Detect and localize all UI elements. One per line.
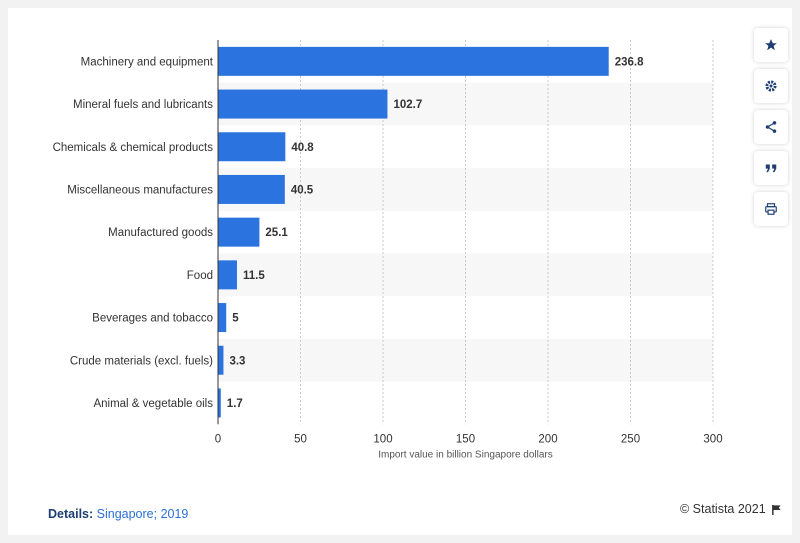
cite-button[interactable] (754, 151, 788, 185)
details-label: Details: (48, 507, 94, 521)
value-label: 3.3 (229, 355, 245, 367)
settings-button[interactable] (754, 69, 788, 103)
toolbar (754, 28, 790, 226)
category-label: Food (187, 270, 213, 282)
value-label: 25.1 (265, 227, 288, 239)
star-icon (765, 39, 777, 51)
bar-chart: Machinery and equipment 236.8 Mineral fuel… (53, 40, 723, 460)
category-label: Miscellaneous manufactures (67, 184, 213, 196)
flag-icon (771, 504, 781, 515)
x-tick-label: 250 (621, 433, 640, 445)
x-tick-label: 0 (215, 433, 221, 445)
category-label: Crude materials (excl. fuels) (70, 355, 213, 367)
bar (218, 132, 286, 162)
bar (218, 303, 227, 333)
details-text: Singapore; 2019 (93, 507, 189, 521)
share-icon (765, 121, 777, 133)
share-button[interactable] (754, 110, 788, 144)
x-tick-label: 300 (703, 433, 722, 445)
copyright-text: © Statista 2021 (680, 502, 766, 516)
chart-card: Machinery and equipment 236.8 Mineral fuel… (8, 8, 792, 535)
print-button[interactable] (754, 192, 788, 226)
bar (218, 174, 285, 204)
bar (218, 388, 221, 418)
x-axis-title: Import value in billion Singapore dollar… (378, 449, 553, 460)
category-label: Chemicals & chemical products (53, 142, 214, 154)
x-tick-label: 50 (294, 433, 307, 445)
bar (218, 345, 224, 375)
details-note[interactable]: Details: Singapore; 2019 (48, 507, 188, 521)
value-label: 5 (232, 313, 239, 325)
value-label: 40.5 (291, 184, 314, 196)
bar (218, 260, 237, 290)
copyright[interactable]: © Statista 2021 (680, 502, 782, 516)
category-label: Mineral fuels and lubricants (73, 99, 213, 111)
category-label: Beverages and tobacco (92, 313, 213, 325)
category-label: Machinery and equipment (81, 56, 214, 68)
bar (218, 89, 388, 119)
value-label: 236.8 (615, 56, 644, 68)
x-tick-label: 150 (456, 433, 475, 445)
gear-icon (765, 80, 777, 92)
x-tick-label: 100 (373, 433, 392, 445)
value-label: 40.8 (291, 142, 314, 154)
value-label: 11.5 (243, 270, 265, 282)
value-label: 1.7 (227, 398, 243, 410)
quote-icon (765, 164, 777, 173)
bar (218, 46, 609, 76)
category-label: Manufactured goods (108, 227, 213, 239)
value-label: 102.7 (393, 99, 422, 111)
favorite-button[interactable] (754, 28, 788, 62)
category-label: Animal & vegetable oils (93, 398, 213, 410)
print-icon (765, 203, 777, 215)
x-tick-label: 200 (538, 433, 557, 445)
bar (218, 217, 260, 247)
